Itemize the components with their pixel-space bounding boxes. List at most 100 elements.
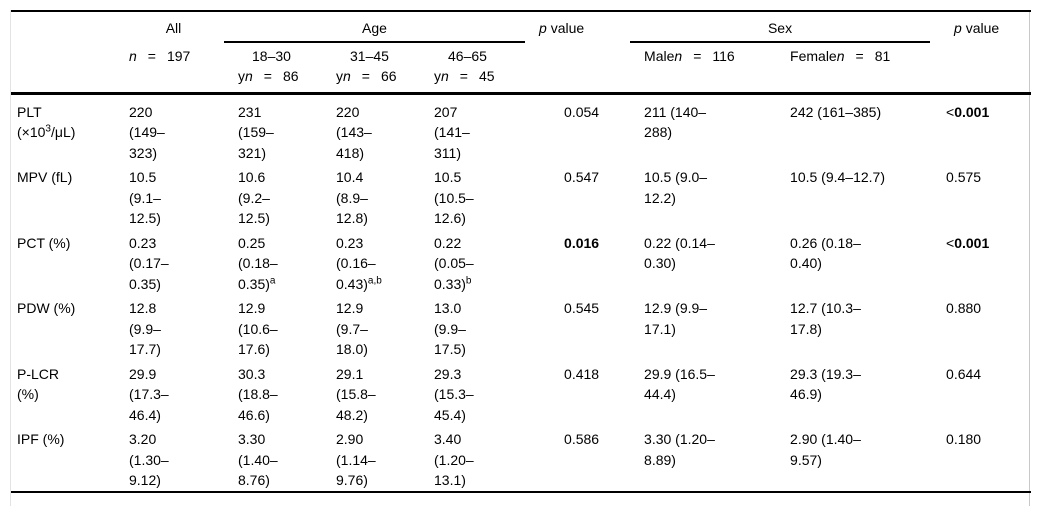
cell-plt-p_sex: <0.001 [946, 103, 990, 120]
cell-ipf-param: IPF (%) [17, 431, 65, 447]
age-n-line: yn = 45 [434, 66, 519, 87]
header-age-group: Age [224, 11, 526, 43]
table-body: PLT (×103/μL) 220 (149– 323) 231 (159– 321) 220(… [11, 93, 1031, 492]
cell-pct-param: PCT (%) [17, 234, 71, 251]
cell-plcr-age_31_45: 29.1 (15.8– 48.2) [336, 365, 376, 423]
header-all: All [165, 20, 182, 36]
equals-sign: = [263, 68, 272, 84]
age-n-line: yn = 86 [238, 66, 316, 87]
cell-plcr-age_46_65: 29.3 (15.3– 45.4) [434, 365, 474, 423]
p-value-text: value [965, 20, 1000, 36]
table-row-pct: PCT (%) 0.23 (0.17– 0.35) 0.25 (0.18– 0.35)a 0.… [11, 229, 1031, 295]
table-row-plcr: P-LCR (%) 29.9 (17.3– 46.4) 30.3 (18.8– 46.6) 29… [11, 360, 1031, 426]
cell-mpv-age_31_45: 10.4 (8.9– 12.8) [336, 169, 368, 226]
table-row-plt: PLT (×103/μL) 220 (149– 323) 231 (159– 321) 220(… [11, 93, 1031, 163]
cell-plt-param: PLT (×103/μL) [17, 103, 76, 141]
sex-label: Female [790, 47, 837, 64]
n-symbol: n [674, 47, 683, 64]
subheader-age-18-30: 18–30 yn = 86 [224, 42, 322, 95]
cell-pdw-male: 12.9 (9.9– 17.1) [644, 300, 708, 337]
n-count: 86 [282, 68, 299, 84]
cell-mpv-param: MPV (fL) [17, 169, 73, 185]
n-count: 116 [712, 47, 735, 64]
cell-plt-male: 211 (140– 288) [644, 103, 707, 141]
cell-ipf-p_age: 0.586 [564, 431, 600, 447]
years-unit: y [238, 68, 245, 84]
header-row-groups: All Age p value Sex p value [11, 11, 1031, 43]
cell-pct-age_46_65: 0.22 (0.05– 0.33)b [434, 234, 474, 292]
cell-pdw-p_age: 0.545 [564, 300, 600, 316]
age-range: 18–30 [252, 47, 291, 64]
n-symbol: n [343, 68, 351, 84]
subheader-parameter-blank [11, 42, 121, 95]
cell-pdw-all: 12.8 (9.9– 17.7) [129, 300, 161, 357]
cell-plt-age_18_30: 231 (159– 321) [238, 103, 274, 161]
n-symbol: n [245, 68, 253, 84]
cell-ipf-male: 3.30 (1.20– 8.89) [644, 431, 715, 468]
cell-pdw-param: PDW (%) [17, 300, 76, 316]
cell-pdw-age_18_30: 12.9 (10.6– 17.6) [238, 300, 278, 357]
equals-sign: = [147, 47, 156, 64]
cell-mpv-all: 10.5 (9.1– 12.5) [129, 169, 161, 226]
cell-mpv-age_18_30: 10.6 (9.2– 12.5) [238, 169, 270, 226]
cell-plt-age_31_45: 220 (143– 418) [336, 103, 372, 161]
cell-pdw-female: 12.7 (10.3– 17.8) [790, 300, 861, 337]
cell-mpv-male: 10.5 (9.0– 12.2) [644, 169, 708, 206]
n-count: 66 [380, 68, 397, 84]
n-symbol: n [441, 68, 449, 84]
cell-ipf-age_18_30: 3.30 (1.40– 8.76) [238, 431, 278, 488]
equals-sign: = [361, 68, 370, 84]
cell-pct-female: 0.26 (0.18– 0.40) [790, 234, 861, 272]
cell-plcr-male: 29.9 (16.5– 44.4) [644, 365, 715, 403]
cell-pdw-age_31_45: 12.9 (9.7– 18.0) [336, 300, 368, 357]
cell-plt-p_age: 0.054 [564, 103, 600, 120]
subheader-age-46-65: 46–65 yn = 45 [420, 42, 526, 95]
age-group-label: Age [224, 18, 526, 43]
sex-group-label: Sex [630, 18, 931, 43]
cell-plcr-p_sex: 0.644 [946, 365, 982, 382]
cell-pct-all: 0.23 (0.17– 0.35) [129, 234, 169, 292]
header-row-subgroups: n = 197 18–30 yn = 86 31–45 yn = 66 46–65 yn = 4… [11, 42, 1032, 95]
table-row-pdw: PDW (%) 12.8 (9.9– 17.7) 12.9 (10.6– 17.6) 12.9… [11, 294, 1031, 360]
age-range: 46–65 [448, 47, 487, 64]
n-symbol: n [129, 47, 137, 64]
subheader-male: Malen = 116 [630, 42, 777, 95]
subheader-p-sex-blank [930, 42, 1032, 95]
years-unit: y [336, 68, 343, 84]
n-count: 197 [166, 47, 191, 64]
cell-plcr-p_age: 0.418 [564, 365, 600, 382]
cell-pct-male: 0.22 (0.14– 0.30) [644, 234, 715, 272]
table-row-ipf: IPF (%) 3.20 (1.30– 9.12) 3.30 (1.40– 8.76) 2.9… [11, 425, 1031, 492]
platelet-parameters-table: All Age p value Sex p value n = 197 18–30 … [11, 10, 1032, 493]
p-symbol: p [954, 20, 962, 36]
cell-ipf-age_31_45: 2.90 (1.14– 9.76) [336, 431, 376, 488]
years-unit: y [434, 68, 441, 84]
cell-ipf-p_sex: 0.180 [946, 431, 982, 447]
n-count: 45 [478, 68, 495, 84]
cell-ipf-all: 3.20 (1.30– 9.12) [129, 431, 169, 488]
sex-label: Male [644, 47, 675, 64]
subheader-age-31-45: 31–45 yn = 66 [322, 42, 420, 95]
cell-mpv-age_46_65: 10.5 (10.5– 12.6) [434, 169, 474, 226]
cell-ipf-female: 2.90 (1.40– 9.57) [790, 431, 861, 468]
cell-plcr-all: 29.9 (17.3– 46.4) [129, 365, 169, 423]
cell-mpv-p_sex: 0.575 [946, 169, 982, 185]
cell-pdw-p_sex: 0.880 [946, 300, 982, 316]
n-count: 81 [874, 47, 891, 64]
header-parameter-blank [11, 11, 121, 43]
cell-plt-all: 220 (149– 323) [129, 103, 165, 161]
equals-sign: = [855, 47, 864, 64]
cell-pct-p_sex: <0.001 [946, 234, 990, 251]
table-row-mpv: MPV (fL) 10.5 (9.1– 12.5) 10.6 (9.2– 12.5) 10.4… [11, 163, 1031, 229]
age-range: 31–45 [350, 47, 389, 64]
cell-plcr-param: P-LCR (%) [17, 365, 60, 403]
cell-plt-age_46_65: 207 (141– 311) [434, 103, 470, 161]
equals-sign: = [459, 68, 468, 84]
cell-pct-age_31_45: 0.23 (0.16– 0.43)a,b [336, 234, 382, 292]
table-container: All Age p value Sex p value n = 197 18–30 … [10, 10, 1032, 506]
cell-plcr-age_18_30: 30.3 (18.8– 46.6) [238, 365, 278, 423]
cell-plt-female: 242 (161–385) [790, 103, 882, 120]
cell-pct-age_18_30: 0.25 (0.18– 0.35)a [238, 234, 278, 292]
cell-plcr-female: 29.3 (19.3– 46.9) [790, 365, 861, 403]
n-symbol: n [836, 47, 845, 64]
